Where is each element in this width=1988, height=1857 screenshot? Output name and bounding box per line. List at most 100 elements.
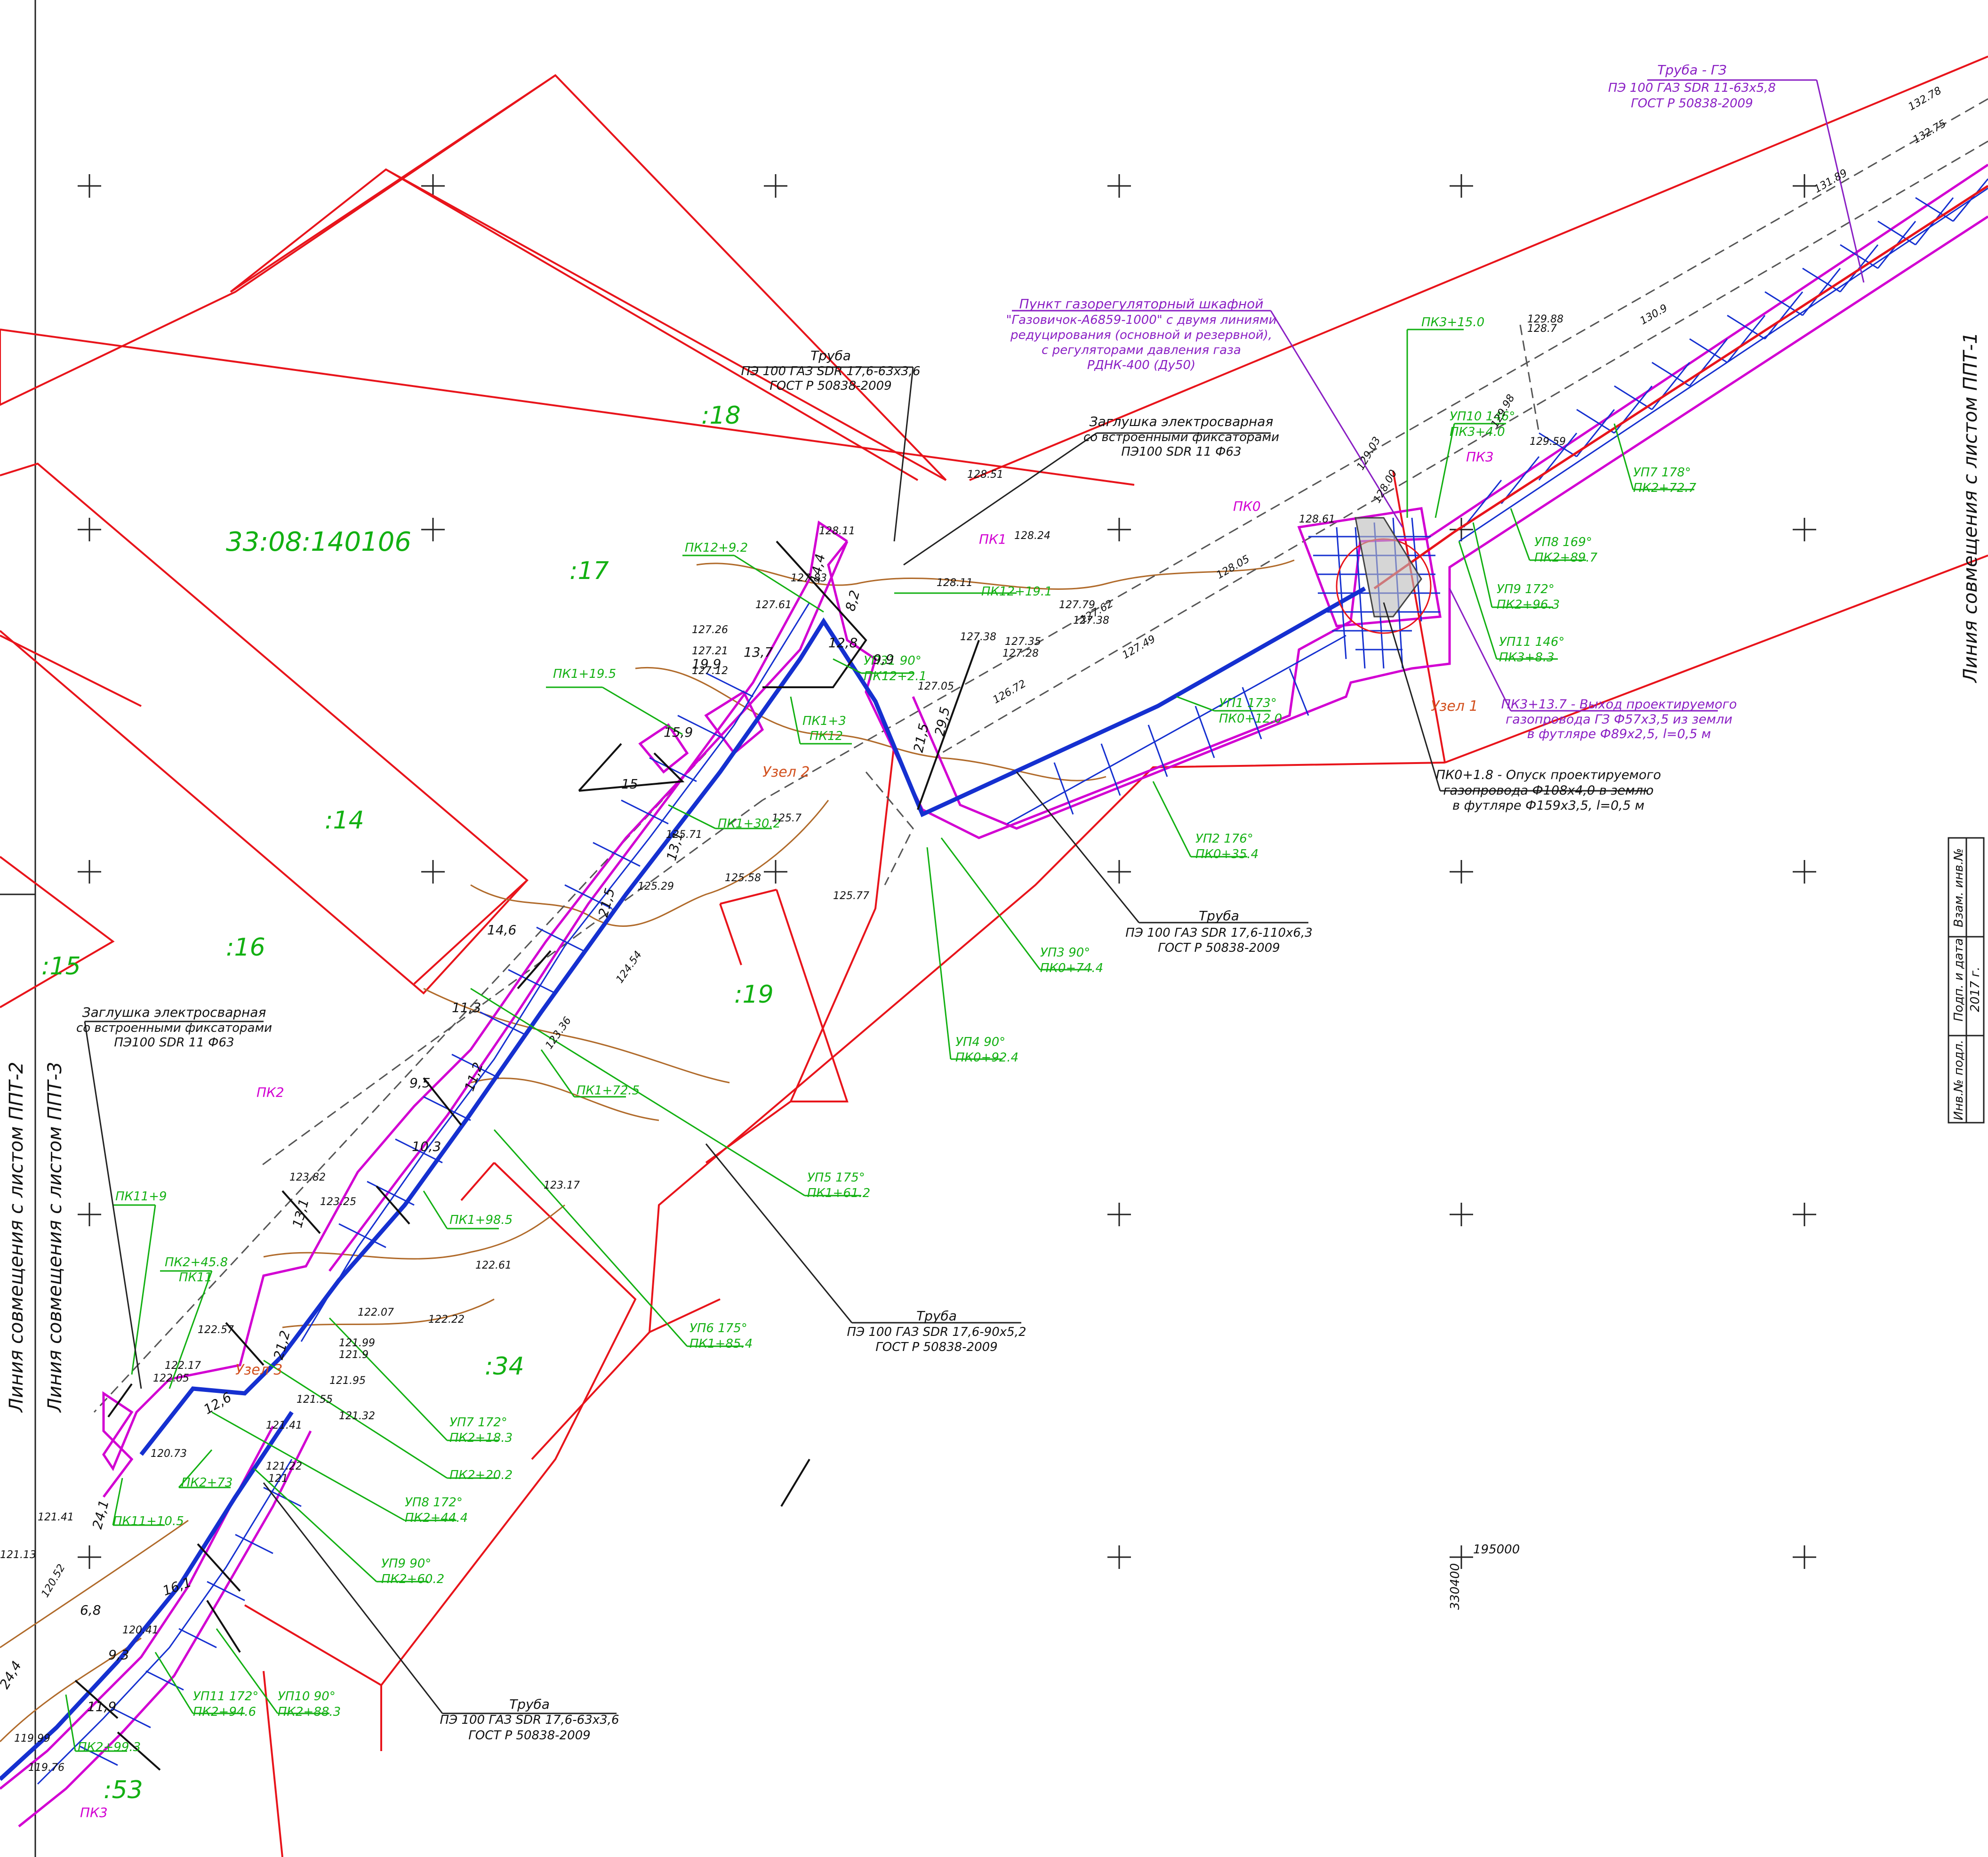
elev: 127.38 (960, 631, 996, 643)
pipe-63b-line2: ГОСТ Р 50838-2009 (468, 1728, 590, 1743)
grid-crosses (78, 174, 1816, 1569)
green-label: ПК1+61.2 (807, 1186, 870, 1200)
grp-line4: с регуляторами давления газа (1042, 343, 1241, 357)
parcel-17: :17 (569, 557, 609, 585)
parcel-19: :19 (734, 981, 774, 1009)
dim-label: 14,6 (487, 922, 516, 938)
green-label: УП7 172° (449, 1415, 507, 1430)
cap2-line3: ПЭ100 SDR 11 Ф63 (114, 1036, 234, 1050)
cap2-line2: со встроенными фиксаторами (76, 1021, 272, 1035)
green-label: ПК0+35.4 (1195, 847, 1259, 861)
green-label: ПК3+4.0 (1450, 425, 1505, 439)
cap1-line1: Заглушка электросварная (1090, 414, 1274, 429)
parcel-15: :15 (41, 952, 81, 981)
pk-label-3b: ПК3 (80, 1805, 108, 1820)
green-label: ПК2+88.3 (278, 1705, 341, 1719)
dashed-lines (93, 98, 1988, 1413)
elev: 120.73 (151, 1448, 187, 1460)
dim-label: 9,3 (108, 1647, 129, 1663)
parcel-53: :53 (104, 1776, 143, 1804)
pk-label-1: ПК1 (979, 531, 1007, 547)
elev: 124.54 (614, 949, 644, 985)
green-label: ПК2+96.3 (1497, 598, 1560, 612)
elev: 121.55 (297, 1394, 333, 1406)
note-pk3-line2: газопровода ГЗ Ф57х3,5 из земли (1506, 712, 1732, 727)
elev: 121 (268, 1473, 288, 1485)
green-label: ПК12+19.1 (981, 585, 1052, 599)
green-label: ПК2+72.7 (1633, 481, 1697, 495)
elev: 121.95 (329, 1375, 366, 1387)
dim-label: 12,8 (828, 635, 858, 651)
elev: 132.75 (1911, 118, 1948, 146)
elev: 127.12 (692, 665, 728, 677)
pipe-ge-line2: ГОСТ Р 50838-2009 (1631, 96, 1753, 111)
elev: 120.52 (40, 1562, 68, 1600)
pipe-110-line1: ПЭ 100 ГАЗ SDR 17,6-110х6,3 (1125, 926, 1313, 940)
elev: 122.07 (358, 1307, 394, 1318)
pipeline-corridor (0, 163, 1988, 1827)
elev: 119.76 (28, 1762, 64, 1774)
elev: 125.7 (772, 812, 802, 824)
green-label: УП1 173° (1219, 696, 1277, 710)
green-label: УП6 175° (689, 1321, 747, 1335)
pipe-110-line2: ГОСТ Р 50838-2009 (1158, 941, 1280, 955)
dim-label: 8,2 (842, 588, 863, 613)
elev: 121.41 (266, 1420, 302, 1431)
cap1-line2: со встроенными фиксаторами (1083, 430, 1279, 444)
green-label: ПК2+94.6 (193, 1705, 256, 1719)
grp-line3: редуцирования (основной и резервной), (1010, 328, 1272, 342)
green-label: ПК0+12.0 (1219, 712, 1282, 726)
pipe-90-line2: ГОСТ Р 50838-2009 (875, 1340, 997, 1354)
elev: 128.11 (819, 525, 855, 537)
pipe-ge-line1: ПЭ 100 ГАЗ SDR 11-63х5,8 (1608, 81, 1776, 95)
green-label: ПК2+20.2 (449, 1468, 513, 1482)
note-pk0-line1: ПК0+1.8 - Опуск проектируемого (1436, 768, 1661, 782)
elev: 130.9 (1638, 302, 1670, 327)
elev: 129.59 (1530, 436, 1566, 448)
green-label: ПК1+98.5 (449, 1213, 513, 1227)
elev: 121.32 (339, 1410, 375, 1422)
elev: 122.61 (475, 1260, 512, 1271)
elev: 121.41 (38, 1511, 74, 1523)
green-label: ПК2+45.8 (165, 1255, 228, 1270)
grp-line2: "Газовичок-А6859-1000" с двумя линиями (1006, 313, 1277, 327)
pipe-63-title: Труба (810, 348, 851, 363)
pipe-63b-line1: ПЭ 100 ГАЗ SDR 17,6-63х3,6 (440, 1713, 619, 1727)
green-label: ПК1+85.4 (689, 1337, 753, 1351)
elev: 125.77 (833, 890, 869, 902)
elev: 128.11 (937, 577, 973, 589)
elev: 128.7 (1527, 323, 1557, 335)
elev: 128.24 (1014, 530, 1050, 542)
tb-date: 2017 г. (1968, 967, 1982, 1012)
pipe-63-line2: ГОСТ Р 50838-2009 (770, 379, 891, 393)
elev: 122.22 (428, 1314, 465, 1326)
dim-label: 15 (621, 776, 638, 792)
dim-label: 9,9 (873, 651, 894, 667)
elev: 126.72 (991, 678, 1028, 706)
green-label: УП9 172° (1497, 582, 1555, 596)
elev: 129.03 (1355, 435, 1383, 472)
node-uzel3: Узел 3 (235, 1362, 283, 1378)
green-label: ПК1+30.2 (718, 817, 781, 831)
cap1-line3: ПЭ100 SDR 11 Ф63 (1121, 445, 1241, 459)
grid-coord-n: 330400 (1448, 1563, 1462, 1610)
green-label: УП8 172° (405, 1495, 463, 1510)
pipe-90-title: Труба (916, 1308, 957, 1324)
pipe-ge-title: Труба - ГЗ (1657, 62, 1726, 78)
elev: 121.13 (0, 1549, 36, 1561)
green-label: ПК1+19.5 (553, 667, 616, 681)
green-label: УП10 146° (1450, 410, 1515, 424)
green-label: УП8 169° (1534, 535, 1592, 549)
green-label: ПК1+3 (802, 714, 846, 728)
node-uzel2: Узел 2 (762, 764, 810, 780)
green-label: УП11 172° (193, 1689, 258, 1704)
dim-label: 15,9 (664, 724, 693, 740)
parcel-16: :16 (226, 933, 265, 962)
pipe-63b-title: Труба (509, 1696, 550, 1712)
green-label: ПК11+9 (115, 1190, 167, 1204)
elev: 121.9 (339, 1349, 369, 1361)
green-label: УП31 90° (864, 654, 922, 668)
elev: 123.17 (544, 1180, 580, 1191)
elev: 127.38 (1073, 615, 1109, 627)
